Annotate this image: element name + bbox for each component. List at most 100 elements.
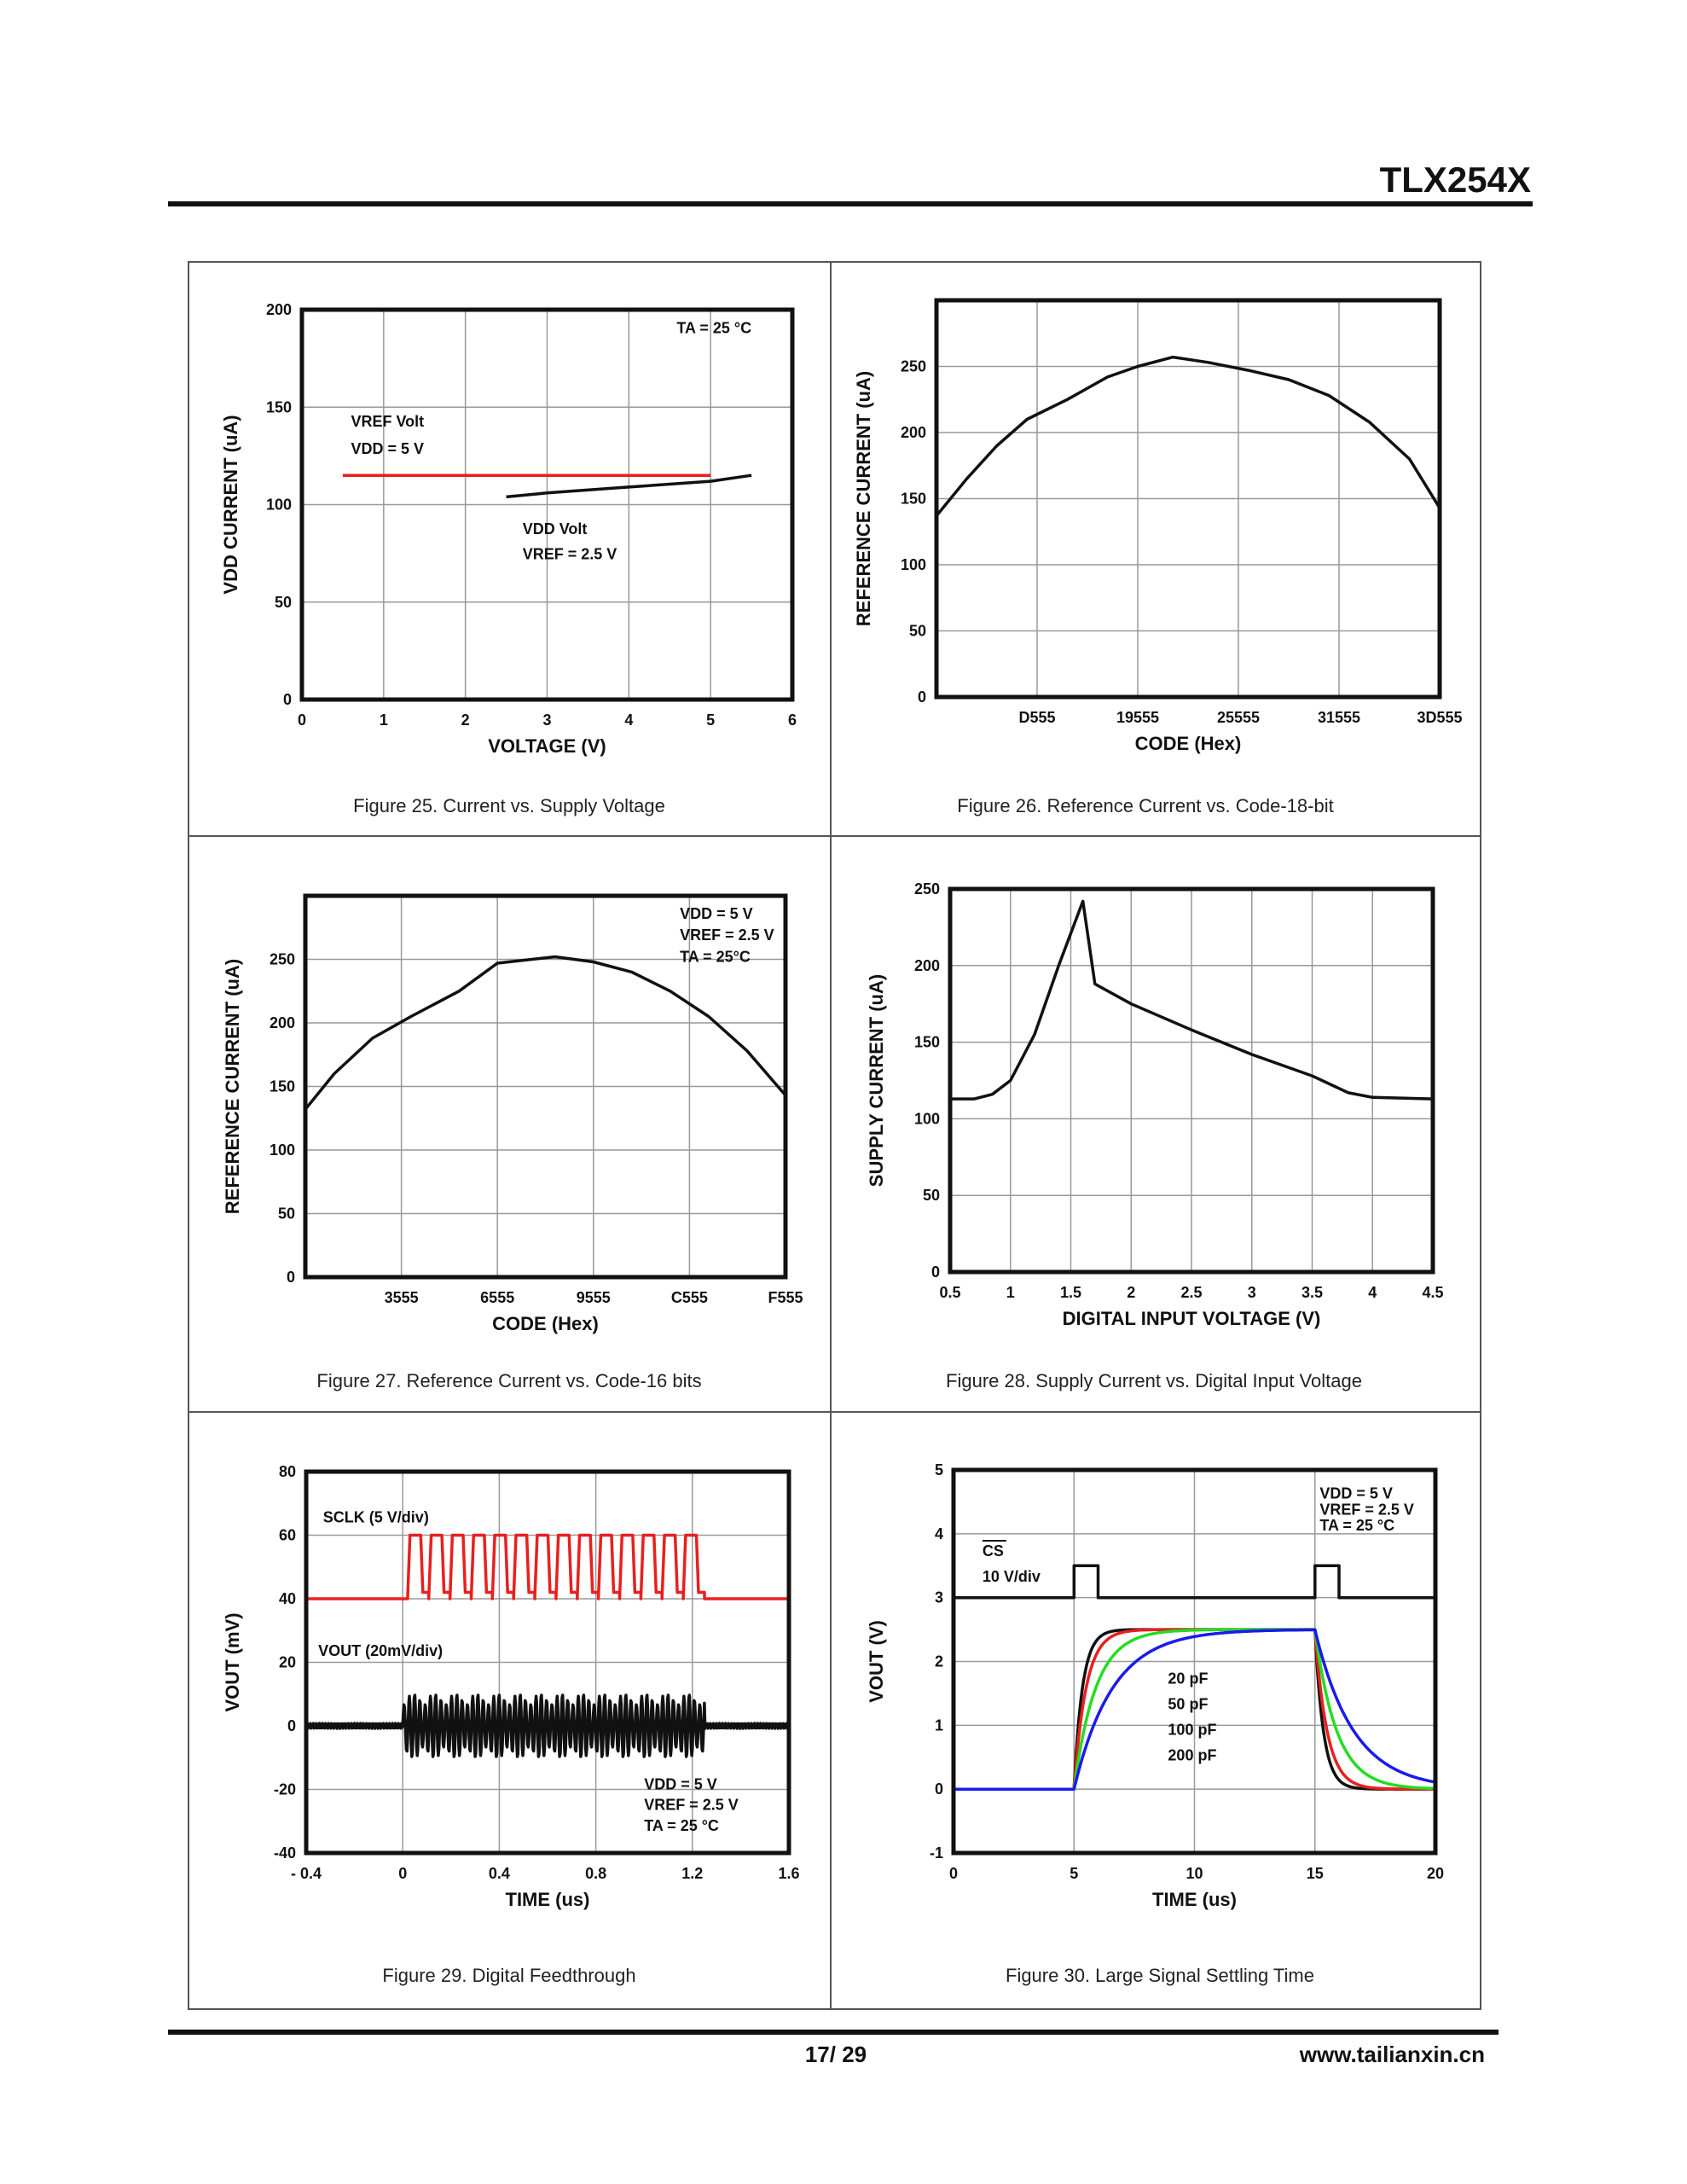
plot-frame bbox=[304, 1469, 791, 1856]
series-line-1 bbox=[304, 955, 787, 1111]
chart-annotation: VREF Volt bbox=[351, 413, 425, 430]
y-tick-label: 0 bbox=[918, 688, 926, 706]
x-tick-label: 4 bbox=[1368, 1284, 1377, 1301]
y-axis-title: VDD CURRENT (uA) bbox=[220, 415, 241, 594]
chart-annotation: TA = 25 °C bbox=[644, 1817, 719, 1834]
chart-annotation: 50 pF bbox=[1168, 1696, 1208, 1713]
x-tick-label: 0.5 bbox=[939, 1284, 960, 1301]
series-line-1 bbox=[950, 899, 1434, 1101]
y-tick-label: 2 bbox=[935, 1653, 943, 1670]
x-tick-label: 0 bbox=[298, 712, 306, 729]
figure-caption: Figure 27. Reference Current vs. Code-16… bbox=[316, 1370, 701, 1391]
y-tick-label: 20 bbox=[279, 1654, 296, 1671]
x-tick-label: 3.5 bbox=[1301, 1284, 1323, 1301]
chart-annotation: CS bbox=[983, 1542, 1004, 1560]
x-axis-title: VOLTAGE (V) bbox=[488, 735, 606, 757]
y-tick-label: 0 bbox=[283, 691, 292, 708]
y-tick-label: 150 bbox=[914, 1034, 940, 1051]
x-tick-label: 1.6 bbox=[778, 1865, 799, 1882]
x-tick-label: 15 bbox=[1307, 1865, 1324, 1882]
y-tick-label: 200 bbox=[901, 424, 926, 441]
chart-annotation: VREF = 2.5 V bbox=[680, 926, 774, 944]
y-tick-label: 0 bbox=[931, 1263, 940, 1281]
chart-annotation: VDD = 5 V bbox=[351, 440, 425, 457]
x-tick-label: 1 bbox=[1006, 1284, 1015, 1301]
y-tick-label: 200 bbox=[914, 957, 940, 974]
chart-annotation: VREF = 2.5 V bbox=[644, 1797, 739, 1814]
figure-caption: Figure 29. Digital Feedthrough bbox=[382, 1965, 635, 1986]
figure-grid-frame bbox=[188, 261, 1481, 2010]
chart-1: 0 1 2 3 4 5 6 0 50 100 150 200 TA = 25 °C VREF Volt VD… bbox=[220, 301, 797, 816]
x-tick-label: 2.5 bbox=[1180, 1284, 1202, 1301]
x-tick-label: 6 bbox=[788, 712, 797, 729]
chart-annotation: SCLK (5 V/div) bbox=[323, 1509, 429, 1526]
chart-4: 0.5 1 1.5 2 2.5 3 3.5 4 4.5 0 50 100 150 200 250 DIGITA… bbox=[866, 880, 1444, 1391]
x-axis-title: DIGITAL INPUT VOLTAGE (V) bbox=[1063, 1308, 1321, 1329]
chart-6: 0 5 10 15 20 -1 0 1 2 3 4 5 CS 10 V/div VDD = 5 VVREF … bbox=[866, 1461, 1444, 1986]
x-tick-label: 5 bbox=[1070, 1865, 1078, 1882]
chart-annotation: 20 pF bbox=[1168, 1670, 1208, 1687]
x-tick-label: - 0.4 bbox=[291, 1865, 322, 1882]
chart-annotation: VDD = 5 V bbox=[1319, 1485, 1393, 1502]
y-tick-label: 50 bbox=[275, 594, 292, 611]
plot-frame bbox=[299, 307, 795, 702]
y-tick-label: 80 bbox=[279, 1463, 296, 1480]
plot-frame bbox=[951, 1467, 1438, 1856]
y-tick-label: 4 bbox=[935, 1525, 943, 1542]
chart-annotation: TA = 25 °C bbox=[676, 319, 751, 336]
figure-caption: Figure 30. Large Signal Settling Time bbox=[1006, 1965, 1314, 1986]
y-tick-label: 0 bbox=[287, 1269, 295, 1286]
y-tick-label: -40 bbox=[274, 1844, 296, 1862]
x-tick-label: 2 bbox=[461, 712, 470, 729]
x-tick-label: 1.2 bbox=[681, 1865, 703, 1882]
y-tick-label: 40 bbox=[279, 1590, 296, 1607]
header-rule bbox=[168, 201, 1533, 206]
y-tick-label: 0 bbox=[935, 1780, 943, 1798]
y-axis-title: VOUT (V) bbox=[866, 1620, 887, 1703]
x-tick-label: 1.5 bbox=[1060, 1284, 1081, 1301]
chart-2: D555 19555 25555 31555 3D555 0 50 100 150 200 250 C… bbox=[853, 298, 1463, 816]
x-axis-title: TIME (us) bbox=[1152, 1889, 1237, 1910]
x-axis-title: CODE (Hex) bbox=[1135, 733, 1242, 754]
figure-caption: Figure 25. Current vs. Supply Voltage bbox=[353, 795, 665, 816]
x-tick-label: 0.8 bbox=[585, 1865, 606, 1882]
x-tick-label: 6555 bbox=[480, 1289, 514, 1306]
plot-frame bbox=[948, 886, 1435, 1275]
chart-5: - 0.4 0 0.4 0.8 1.2 1.6 -40 -20 0 20 40 60 80 SCLK (5… bbox=[222, 1463, 800, 1986]
x-tick-label: 5 bbox=[706, 712, 715, 729]
x-tick-label: 25555 bbox=[1217, 709, 1260, 726]
x-tick-label: 1 bbox=[380, 712, 388, 729]
plot-frame bbox=[303, 893, 788, 1280]
chart-annotation: TA = 25 °C bbox=[1319, 1517, 1394, 1534]
series-line-1 bbox=[306, 1533, 789, 1600]
y-tick-label: 3 bbox=[935, 1589, 943, 1606]
footer-rule bbox=[168, 2030, 1499, 2035]
x-tick-label: 0 bbox=[398, 1865, 407, 1882]
chart-annotation: 10 V/div bbox=[983, 1568, 1041, 1585]
x-axis-title: TIME (us) bbox=[506, 1889, 590, 1910]
series-line-1 bbox=[954, 1564, 1435, 1600]
y-tick-label: -20 bbox=[274, 1781, 296, 1798]
y-tick-label: 50 bbox=[909, 623, 926, 640]
y-axis-title: REFERENCE CURRENT (uA) bbox=[853, 371, 874, 626]
chart-annotation: 100 pF bbox=[1168, 1722, 1216, 1739]
x-tick-label: 0.4 bbox=[489, 1865, 510, 1882]
y-tick-label: 250 bbox=[914, 880, 940, 897]
x-tick-label: 0 bbox=[949, 1865, 958, 1882]
x-tick-label: 4.5 bbox=[1422, 1284, 1443, 1301]
website-link[interactable]: www.tailianxin.cn bbox=[1299, 2042, 1485, 2067]
chart-annotation: VDD = 5 V bbox=[644, 1776, 717, 1793]
y-tick-label: 150 bbox=[270, 1078, 295, 1095]
x-tick-label: C555 bbox=[671, 1289, 708, 1306]
y-tick-label: 150 bbox=[266, 398, 292, 415]
y-axis-title: VOUT (mV) bbox=[222, 1612, 243, 1711]
x-tick-label: 3555 bbox=[385, 1289, 419, 1306]
figure-caption: Figure 28. Supply Current vs. Digital In… bbox=[946, 1370, 1362, 1391]
y-tick-label: 1 bbox=[935, 1716, 943, 1734]
x-tick-label: 3 bbox=[1248, 1284, 1256, 1301]
part-number-header: TLX254X bbox=[1380, 160, 1531, 200]
series-line-2 bbox=[304, 1693, 791, 1758]
series-line-1 bbox=[935, 355, 1441, 517]
y-tick-label: -1 bbox=[930, 1844, 943, 1862]
